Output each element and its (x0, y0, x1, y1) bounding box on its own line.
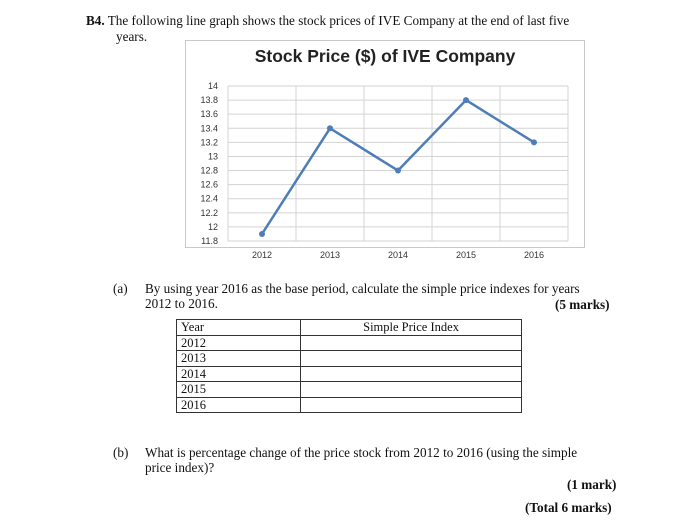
total-marks: (Total 6 marks) (525, 500, 612, 515)
y-tick-label: 13.4 (200, 123, 218, 133)
index-cell[interactable] (300, 365, 522, 382)
header-year: Year (175, 319, 302, 336)
x-tick-label: 2013 (320, 250, 340, 260)
part-a-label: (a) (113, 281, 128, 296)
y-tick-label: 12.6 (200, 180, 218, 190)
y-tick-label: 13.8 (200, 95, 218, 105)
chart-frame (185, 40, 585, 248)
table-row: 2016 (175, 396, 522, 413)
table-row: 2012 (175, 334, 522, 351)
part-a-marks: (5 marks) (555, 297, 610, 312)
index-cell[interactable] (300, 350, 522, 367)
data-point (531, 139, 537, 146)
header-simple-price-index: Simple Price Index (300, 319, 522, 336)
year-cell: 2015 (175, 381, 302, 398)
data-point (259, 230, 265, 237)
data-point (463, 97, 469, 104)
x-tick-label: 2012 (252, 250, 272, 260)
year-cell: 2013 (175, 350, 302, 367)
question-intro: B4. The following line graph shows the s… (86, 13, 569, 29)
part-a-line1: By using year 2016 as the base period, c… (145, 281, 580, 296)
question-number: B4. (86, 13, 105, 28)
part-b-label: (b) (113, 445, 129, 460)
table-header-row: Year Simple Price Index (175, 319, 522, 336)
part-b-line2: price index)? (145, 460, 215, 475)
y-tick-label: 11.8 (201, 236, 218, 246)
table-row: 2014 (175, 365, 522, 382)
part-b-line1: What is percentage change of the price s… (145, 445, 578, 460)
x-tick-label: 2015 (456, 250, 476, 260)
table-row: 2013 (175, 350, 522, 367)
y-tick-label: 12.2 (200, 208, 218, 218)
table-row: 2015 (175, 381, 522, 398)
year-cell: 2012 (175, 334, 302, 351)
y-tick-label: 12 (208, 222, 218, 232)
y-tick-label: 12.8 (200, 166, 218, 176)
data-point (395, 167, 401, 174)
y-tick-label: 14 (208, 81, 218, 91)
data-point (327, 125, 333, 132)
y-tick-label: 13 (208, 151, 218, 161)
series-line (260, 98, 535, 235)
year-cell: 2016 (175, 396, 302, 413)
question-intro-line1: The following line graph shows the stock… (107, 13, 570, 28)
part-a-line2: 2012 to 2016. (145, 296, 218, 311)
x-tick-label: 2014 (388, 250, 408, 260)
index-cell[interactable] (300, 334, 522, 351)
x-tick-label: 2016 (524, 250, 544, 260)
y-tick-label: 12.4 (200, 194, 218, 204)
y-tick-label: 13.2 (200, 137, 218, 147)
question-intro-line2: years. (116, 29, 148, 44)
price-index-table: Year Simple Price Index 2012 2013 2014 2… (175, 319, 522, 413)
part-b-marks: (1 mark) (567, 477, 617, 492)
chart-title: Stock Price ($) of IVE Company (254, 46, 516, 66)
index-cell[interactable] (300, 396, 522, 413)
index-cell[interactable] (300, 381, 522, 398)
year-cell: 2014 (175, 365, 302, 382)
y-tick-label: 13.6 (200, 109, 218, 119)
